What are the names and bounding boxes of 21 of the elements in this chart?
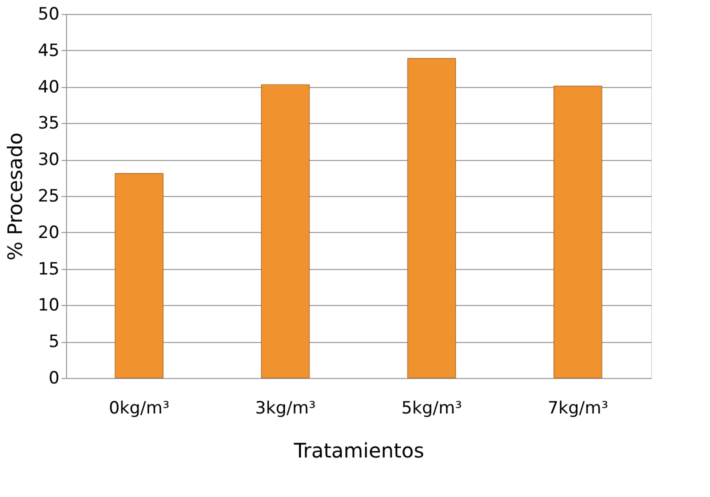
y-tick-label: 35: [38, 114, 60, 134]
y-tick-label: 40: [38, 77, 60, 98]
y-tick-label: 5: [48, 332, 60, 352]
bar: [407, 58, 456, 378]
bar: [261, 84, 310, 378]
y-tick-label: 25: [38, 186, 60, 206]
x-tick-label: 7kg/m³: [548, 398, 608, 418]
bar: [554, 86, 602, 378]
x-tick-label: 5kg/m³: [401, 398, 462, 418]
y-tick-label: 50: [38, 4, 60, 24]
y-axis-title: % Procesado: [2, 132, 27, 260]
y-tick-label: 20: [38, 222, 60, 243]
x-axis-title: Tratamientos: [292, 438, 424, 462]
y-tick-label: 45: [38, 40, 60, 61]
y-tick-label: 10: [38, 296, 60, 316]
y-tick-label: 15: [38, 259, 60, 280]
x-tick-label: 3kg/m³: [255, 398, 316, 418]
bar: [114, 173, 164, 378]
x-tick-label: 0kg/m³: [108, 398, 170, 418]
y-tick-label: 30: [38, 150, 60, 170]
y-tick-label: 0: [48, 368, 60, 388]
